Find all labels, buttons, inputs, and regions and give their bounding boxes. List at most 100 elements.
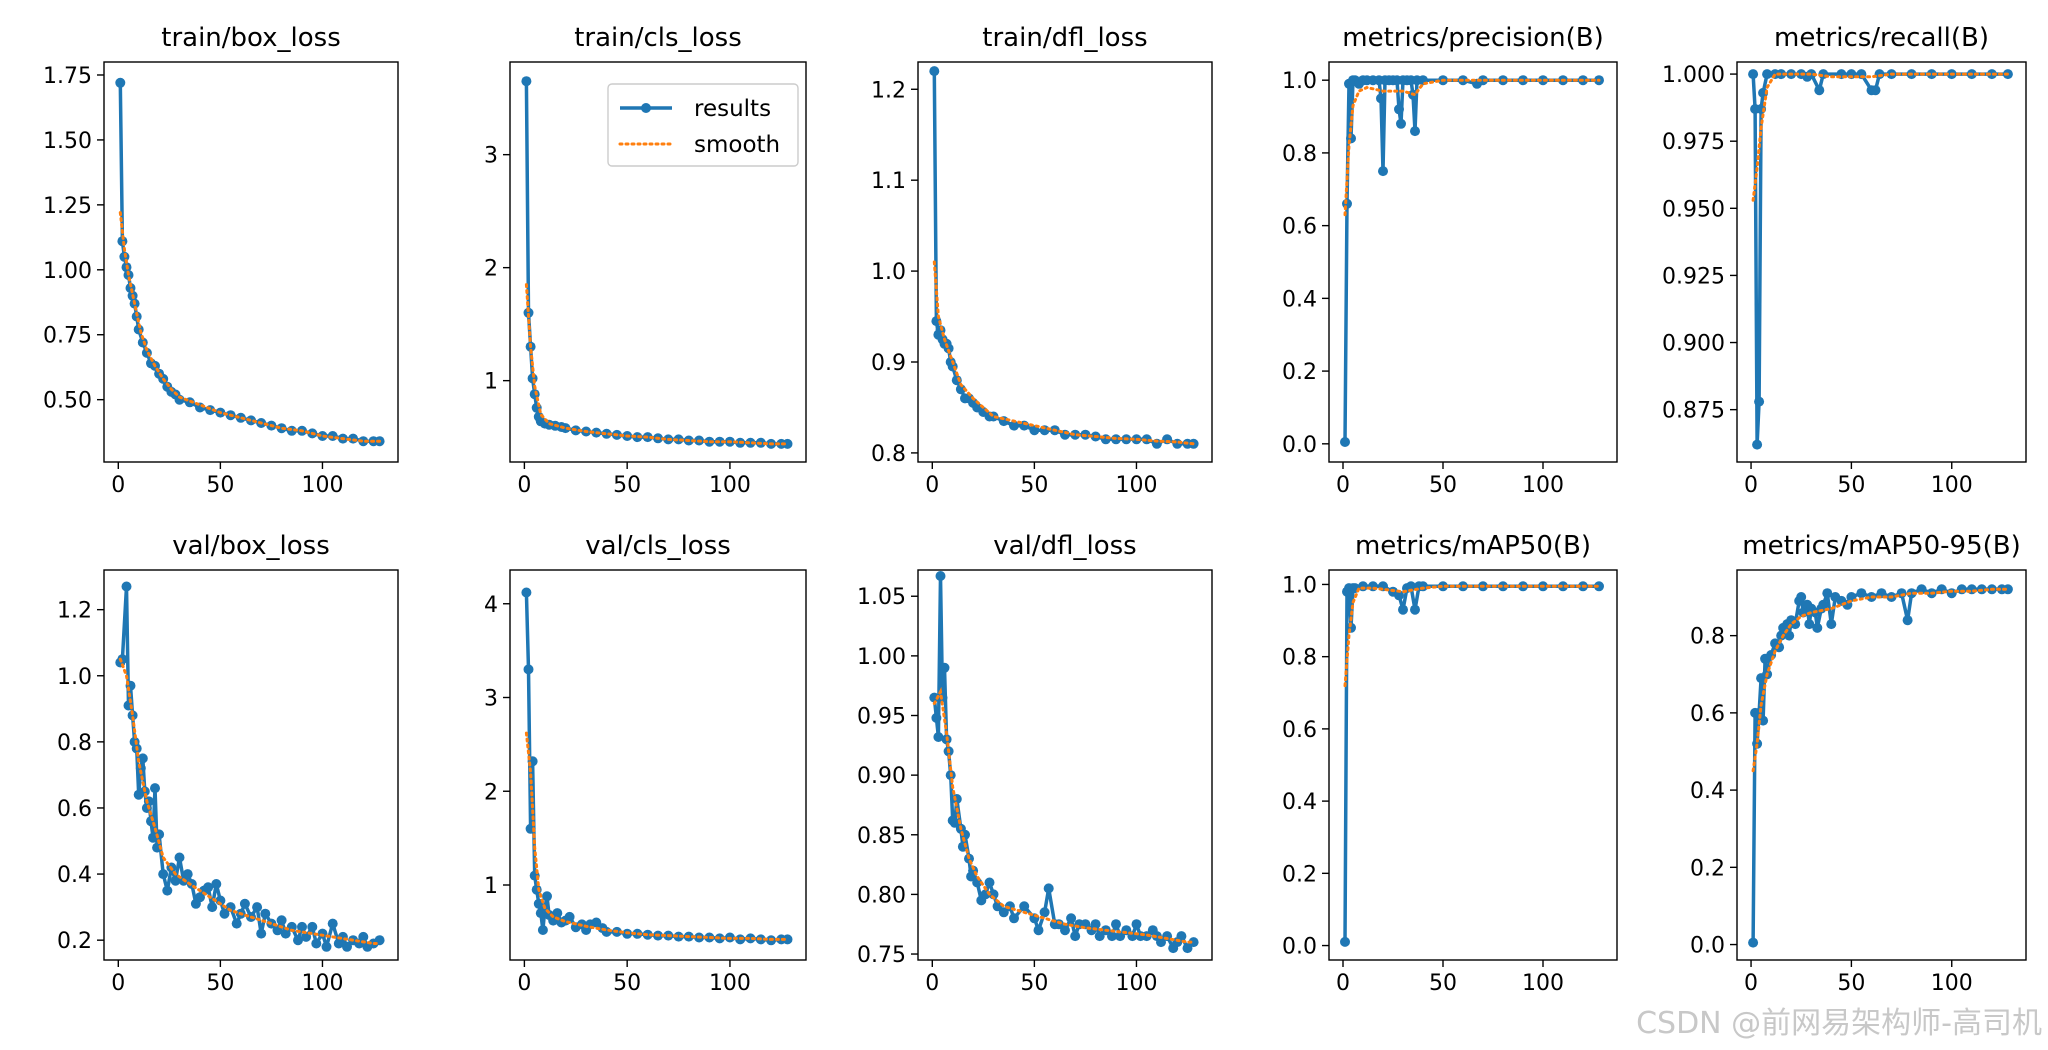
results-point (1358, 581, 1368, 592)
x-tick-label: 0 (925, 971, 939, 996)
results-point (280, 928, 291, 939)
x-tick-label: 0 (517, 473, 531, 498)
smooth-line (118, 211, 382, 443)
results-point (1418, 581, 1428, 592)
results-point (1009, 913, 1019, 924)
results-point (1070, 429, 1081, 440)
smooth-line (1751, 72, 2010, 202)
y-tick-label: 0.95 (857, 705, 906, 730)
results-point (521, 76, 532, 87)
plot-data (1340, 581, 1604, 947)
y-tick-label: 0.6 (57, 797, 92, 822)
smooth-line (932, 260, 1196, 446)
results-point (745, 437, 756, 448)
chart-title: metrics/recall(B) (1774, 23, 1989, 53)
y-tick-label: 1.1 (871, 169, 906, 194)
x-tick-label: 0 (111, 473, 125, 498)
results-point (1774, 642, 1785, 653)
axes-frame (103, 569, 399, 961)
y-tick-label: 0.900 (1662, 332, 1725, 357)
x-tick-label: 0 (1744, 473, 1758, 498)
chart-train_cls_loss: train/cls_loss 0 50 100 1 2 3 results smooth (484, 23, 807, 498)
watermark: CSDN @前网易架构师-高司机 (1636, 1006, 2042, 1041)
results-point (307, 921, 318, 932)
results-point (143, 796, 154, 807)
results-point (1406, 581, 1416, 592)
results-line (524, 592, 788, 943)
results-point (1498, 581, 1508, 592)
results-point (276, 915, 287, 926)
results-point (673, 434, 684, 445)
results-point (1410, 604, 1420, 615)
x-tick-label: 50 (1020, 971, 1048, 996)
y-tick-label: 0.8 (1690, 625, 1725, 650)
x-tick-label: 100 (709, 473, 751, 498)
results-point (1115, 931, 1126, 942)
axes-frame (103, 61, 399, 463)
chart-title: val/cls_loss (585, 531, 731, 561)
plot-data (115, 581, 385, 952)
results-point (211, 879, 222, 889)
results-point (1438, 581, 1448, 592)
y-tick-label: 0.4 (57, 863, 92, 888)
results-point (1814, 85, 1825, 96)
results-point (1378, 166, 1388, 177)
results-point (1966, 584, 1977, 595)
y-tick-label: 0.50 (43, 389, 92, 414)
x-tick-label: 0 (1336, 971, 1350, 996)
results-point (1558, 581, 1568, 592)
y-tick-label: 0.9 (871, 351, 906, 376)
results-point (1340, 936, 1350, 947)
results-point (1376, 93, 1386, 104)
legend-results-marker (641, 103, 651, 113)
results-point (782, 438, 793, 449)
y-tick-label: 1.25 (43, 194, 92, 219)
x-tick-label: 100 (1522, 473, 1564, 498)
results-point (1176, 931, 1187, 942)
results-point (239, 898, 250, 909)
results-point (1870, 85, 1881, 96)
y-tick-label: 0.975 (1662, 130, 1725, 155)
chart-title: metrics/mAP50-95(B) (1742, 531, 2021, 561)
y-tick-label: 1.000 (1662, 63, 1725, 88)
results-point (1906, 588, 1917, 599)
results-point (1776, 630, 1787, 641)
results-point (1396, 118, 1406, 129)
results-point (1019, 901, 1030, 912)
chart-metrics_precision: metrics/precision(B) 0 50 100 0.0 0.2 0.4 0.6 0.… (1282, 23, 1618, 498)
results-point (182, 869, 193, 880)
plot-data (929, 571, 1199, 954)
chart-title: val/dfl_loss (993, 531, 1136, 561)
results-point (1394, 590, 1404, 601)
results-point (935, 571, 946, 581)
results-line (118, 82, 380, 443)
results-point (203, 882, 214, 893)
results-point (358, 436, 369, 447)
results-point (115, 77, 126, 88)
results-point (1043, 883, 1054, 894)
results-point (1804, 619, 1815, 630)
x-tick-label: 100 (1931, 971, 1973, 996)
x-tick-label: 0 (111, 971, 125, 996)
results-point (321, 941, 332, 952)
chart-title: metrics/mAP50(B) (1355, 531, 1591, 561)
results-point (1107, 931, 1117, 942)
results-point (342, 941, 352, 952)
results-point (1188, 937, 1199, 948)
axes-frame (917, 61, 1213, 463)
results-point (1060, 925, 1070, 936)
results-point (1090, 919, 1101, 930)
smooth-line (118, 657, 382, 945)
plot-data (521, 587, 793, 946)
results-point (327, 918, 338, 929)
x-tick-label: 100 (1115, 971, 1157, 996)
results-point (1594, 581, 1604, 592)
results-point (1916, 584, 1927, 595)
results-point (521, 587, 532, 598)
y-tick-label: 0.925 (1662, 264, 1725, 289)
smooth-line (1343, 584, 1601, 688)
y-tick-label: 0.2 (57, 929, 92, 954)
results-point (121, 581, 132, 592)
chart-title: val/box_loss (172, 531, 330, 561)
smooth-line (1751, 587, 2010, 773)
